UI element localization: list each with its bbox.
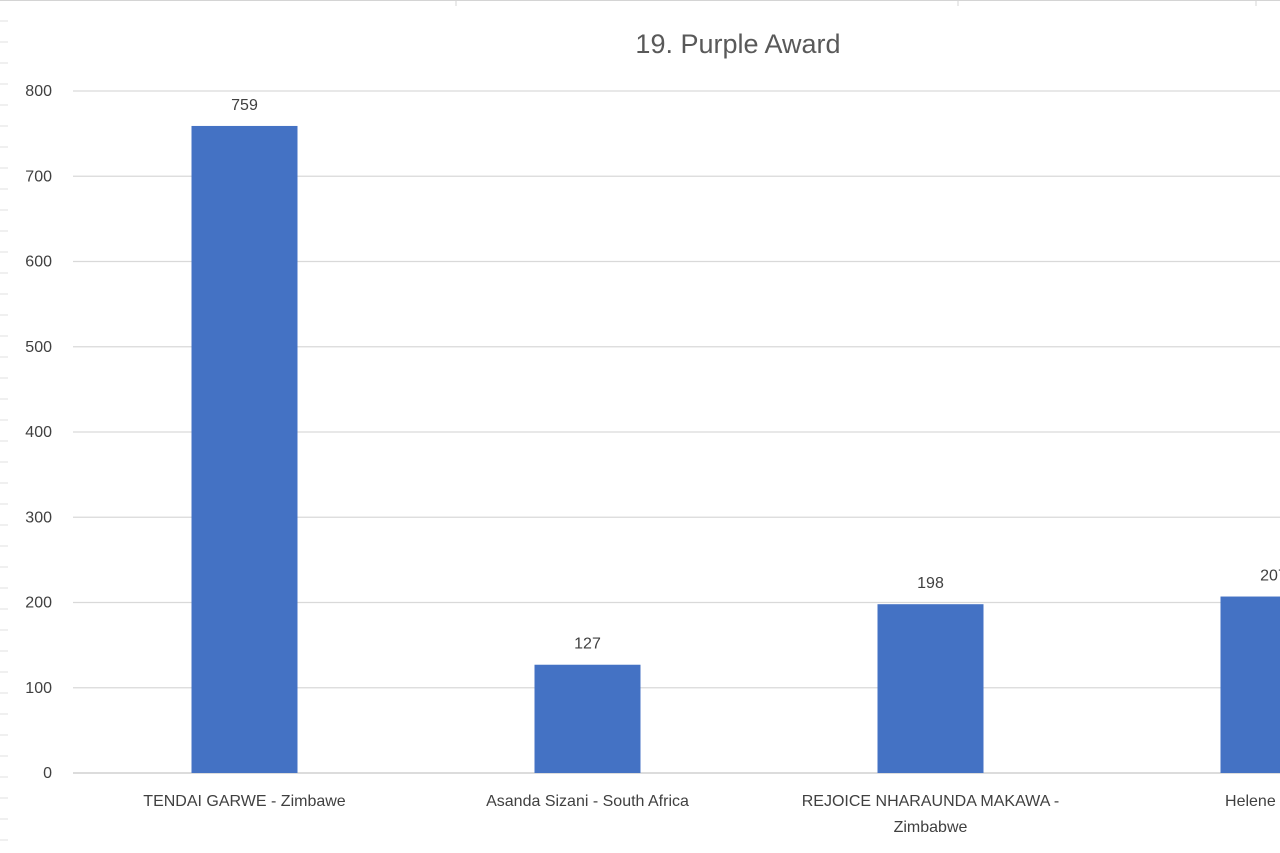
y-tick-label: 100 [25,680,52,697]
x-tick-label: Zimbabwe [894,819,968,836]
y-tick-label: 300 [25,509,52,526]
y-axis: 0 100 200 300 400 500 600 700 800 [25,83,52,782]
bar[interactable] [1220,596,1280,773]
bars[interactable] [191,125,1280,773]
bar[interactable] [877,604,984,773]
y-tick-label: 500 [25,339,52,356]
y-tick-label: 600 [25,254,52,271]
x-tick-label: REJOICE NHARAUNDA MAKAWA - [802,793,1060,810]
data-labels: 759 127 198 207 [231,97,1280,653]
y-tick-label: 200 [25,595,52,612]
chart-title[interactable]: 19. Purple Award [635,29,840,59]
y-tick-label: 800 [25,83,52,100]
data-label: 127 [574,636,601,653]
y-tick-label: 700 [25,168,52,185]
x-tick-label: TENDAI GARWE - Zimbawe [143,793,346,810]
x-axis: TENDAI GARWE - Zimbawe Asanda Sizani - So… [143,793,1280,836]
bar[interactable] [191,125,298,773]
y-tick-label: 400 [25,424,52,441]
y-tick-label: 0 [43,765,52,782]
x-tick-label: Asanda Sizani - South Africa [486,793,689,810]
data-label: 198 [917,575,944,592]
bar[interactable] [534,664,641,773]
data-label: 207 [1260,568,1280,585]
x-tick-label: Helene Doubl [1225,793,1280,810]
data-label: 759 [231,97,258,114]
